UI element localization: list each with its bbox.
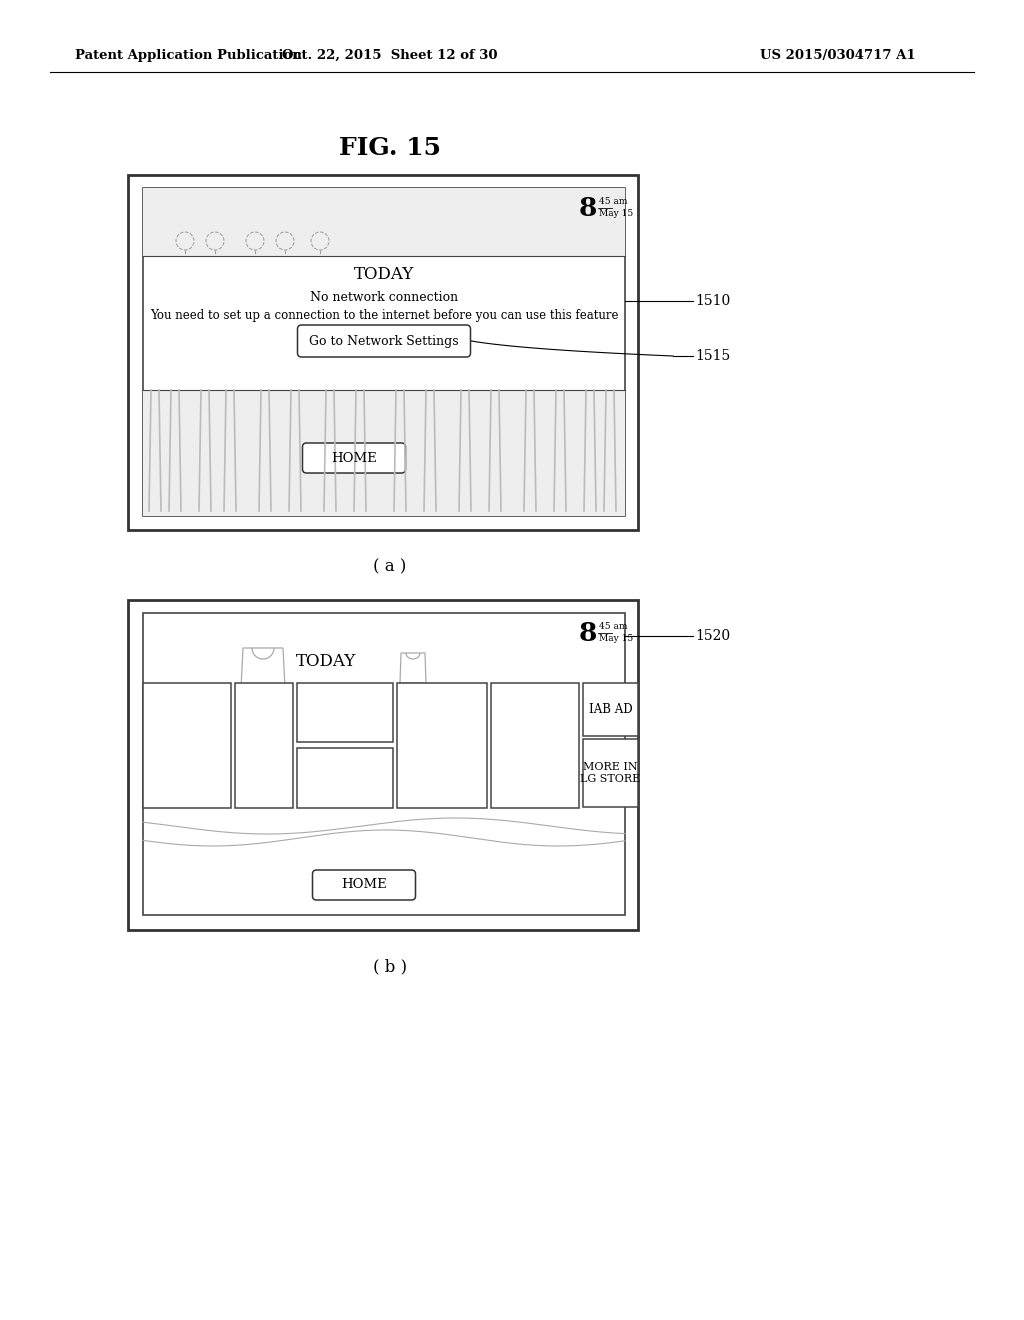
Text: TODAY: TODAY xyxy=(296,653,356,671)
Text: May 15: May 15 xyxy=(599,634,633,643)
Text: FIG. 15: FIG. 15 xyxy=(339,136,441,160)
Bar xyxy=(128,176,638,531)
Bar xyxy=(128,601,638,931)
FancyBboxPatch shape xyxy=(298,325,470,356)
Bar xyxy=(143,612,625,915)
Text: 8: 8 xyxy=(579,195,597,220)
Text: ( b ): ( b ) xyxy=(373,958,408,975)
Text: 8: 8 xyxy=(579,620,597,645)
FancyBboxPatch shape xyxy=(312,870,416,900)
Text: MORE IN
LG STORE: MORE IN LG STORE xyxy=(581,762,641,784)
Text: Oct. 22, 2015  Sheet 12 of 30: Oct. 22, 2015 Sheet 12 of 30 xyxy=(283,49,498,62)
Text: HOME: HOME xyxy=(341,879,387,891)
Bar xyxy=(397,682,487,808)
Text: 1510: 1510 xyxy=(695,294,730,308)
Text: No network connection: No network connection xyxy=(310,290,458,304)
Bar xyxy=(143,187,625,256)
Bar xyxy=(297,748,393,808)
Text: ( a ): ( a ) xyxy=(374,558,407,576)
Bar xyxy=(297,682,393,742)
Text: HOME: HOME xyxy=(331,451,377,465)
Text: Patent Application Publication: Patent Application Publication xyxy=(75,49,302,62)
Bar xyxy=(490,682,579,808)
Text: 1520: 1520 xyxy=(695,630,730,643)
Text: May 15: May 15 xyxy=(599,209,633,218)
Text: TODAY: TODAY xyxy=(354,267,414,282)
Bar xyxy=(143,682,231,808)
Text: 1515: 1515 xyxy=(695,348,730,363)
Text: You need to set up a connection to the internet before you can use this feature: You need to set up a connection to the i… xyxy=(150,309,618,322)
Bar xyxy=(143,389,625,516)
Text: 45 am: 45 am xyxy=(599,197,628,206)
Text: 45 am: 45 am xyxy=(599,622,628,631)
Text: Go to Network Settings: Go to Network Settings xyxy=(309,334,459,347)
Text: IAB AD: IAB AD xyxy=(589,702,632,715)
Bar xyxy=(234,682,293,808)
FancyBboxPatch shape xyxy=(302,444,406,473)
Bar xyxy=(583,738,638,808)
Bar xyxy=(143,187,625,516)
Text: US 2015/0304717 A1: US 2015/0304717 A1 xyxy=(760,49,915,62)
Bar xyxy=(583,682,638,735)
